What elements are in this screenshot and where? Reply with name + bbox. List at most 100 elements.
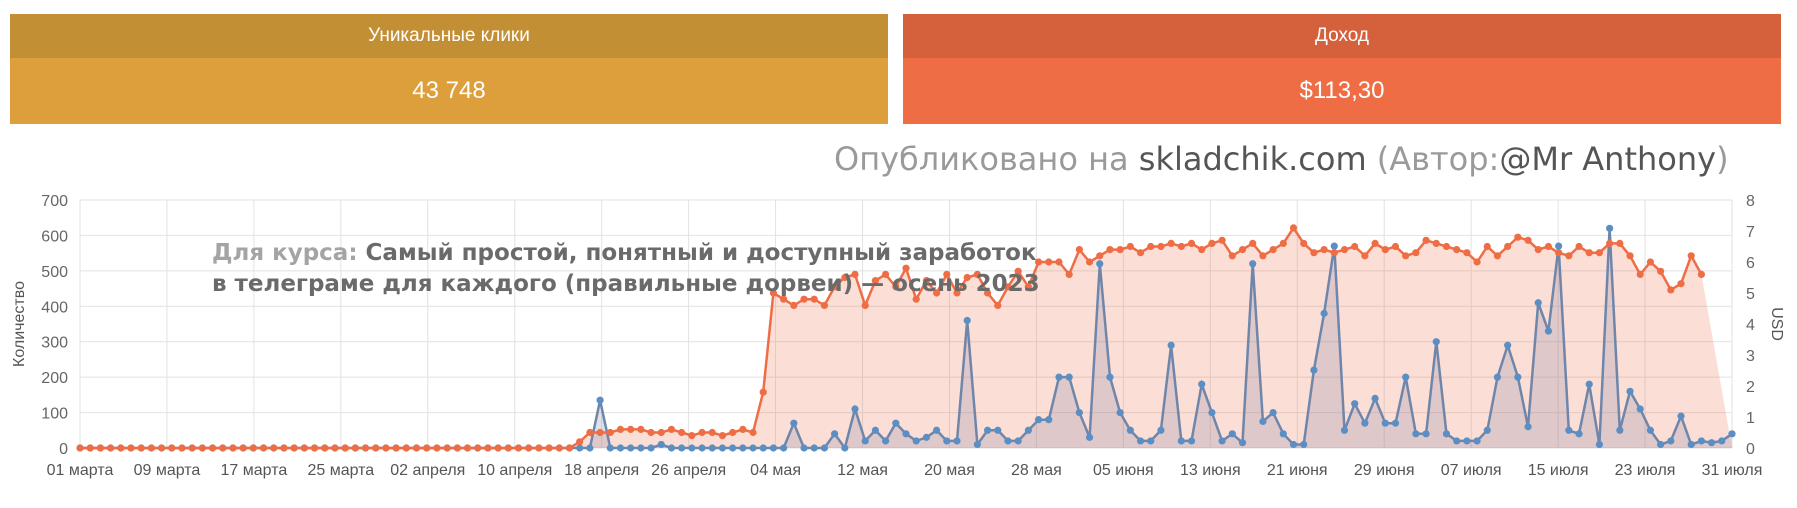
income-point bbox=[331, 444, 339, 452]
income-point bbox=[157, 444, 166, 452]
income-point bbox=[188, 444, 196, 452]
income-point bbox=[1493, 252, 1502, 260]
course-prefix: Для курса: bbox=[212, 240, 358, 266]
y-right-tick-label: 0 bbox=[1746, 441, 1755, 458]
income-point bbox=[1075, 246, 1083, 254]
clicks-point bbox=[1065, 373, 1073, 381]
income-point bbox=[1157, 242, 1165, 251]
income-point bbox=[1096, 252, 1104, 260]
income-point bbox=[1595, 249, 1604, 257]
income-point bbox=[1249, 239, 1257, 247]
income-point bbox=[576, 438, 584, 446]
clicks-point bbox=[698, 444, 706, 452]
clicks-point bbox=[1442, 430, 1451, 438]
y-left-tick-label: 700 bbox=[41, 193, 68, 210]
clicks-point bbox=[1096, 260, 1104, 268]
income-point bbox=[1116, 246, 1124, 254]
clicks-point bbox=[1340, 426, 1349, 434]
income-point bbox=[596, 428, 604, 437]
income-point bbox=[361, 444, 370, 452]
income-point bbox=[96, 444, 104, 452]
clicks-point bbox=[973, 440, 981, 449]
clicks-point bbox=[902, 430, 910, 438]
income-point bbox=[1636, 270, 1644, 278]
income-point bbox=[678, 428, 686, 437]
x-tick-label: 02 апреля bbox=[390, 462, 465, 479]
income-point bbox=[627, 425, 635, 433]
income-point bbox=[729, 428, 737, 437]
clicks-point bbox=[1412, 430, 1420, 438]
income-point bbox=[749, 428, 757, 437]
clicks-point bbox=[851, 405, 859, 413]
income-point bbox=[463, 444, 472, 452]
y-right-tick-label: 4 bbox=[1746, 317, 1755, 334]
clicks-point bbox=[1330, 242, 1338, 250]
clicks-point bbox=[1157, 426, 1165, 434]
income-point bbox=[76, 444, 84, 452]
clicks-point bbox=[932, 426, 941, 434]
clicks-point bbox=[1279, 430, 1287, 438]
clicks-point bbox=[627, 444, 635, 452]
published-site: skladchik.com bbox=[1138, 140, 1367, 178]
income-point bbox=[474, 444, 482, 452]
income-point bbox=[769, 289, 778, 297]
income-area bbox=[80, 227, 1732, 448]
income-point bbox=[168, 444, 176, 452]
y-right-tick-label: 8 bbox=[1746, 193, 1755, 210]
income-point bbox=[1524, 236, 1532, 244]
clicks-point bbox=[657, 440, 665, 449]
clicks-point bbox=[718, 444, 727, 452]
income-point bbox=[1259, 252, 1267, 260]
y-right-tick-label: 1 bbox=[1746, 410, 1755, 427]
x-tick-label: 20 мая bbox=[924, 462, 975, 479]
income-point bbox=[963, 273, 971, 282]
income-point bbox=[718, 432, 727, 440]
income-point bbox=[321, 444, 329, 452]
clicks-point bbox=[739, 444, 747, 452]
income-point bbox=[259, 444, 268, 452]
clicks-point bbox=[1504, 341, 1512, 349]
income-point bbox=[1300, 239, 1308, 247]
clicks-point bbox=[800, 444, 808, 452]
income-point bbox=[1320, 246, 1328, 254]
income-point bbox=[882, 270, 890, 278]
income-point bbox=[494, 444, 502, 452]
clicks-point bbox=[1534, 299, 1542, 307]
clicks-point bbox=[1718, 437, 1726, 445]
income-point bbox=[1381, 246, 1389, 254]
clicks-point bbox=[688, 444, 696, 452]
income-point bbox=[443, 444, 451, 452]
income-point bbox=[606, 428, 614, 437]
income-point bbox=[1391, 242, 1400, 251]
income-point bbox=[1412, 249, 1420, 257]
clicks-point bbox=[1524, 423, 1532, 431]
income-point bbox=[1657, 267, 1665, 275]
income-point bbox=[616, 425, 625, 433]
y-right-tick-label: 2 bbox=[1746, 379, 1755, 396]
unique-clicks-label: Уникальные клики bbox=[10, 14, 888, 58]
clicks-point bbox=[1657, 440, 1665, 449]
income-point bbox=[831, 283, 839, 291]
x-tick-label: 17 марта bbox=[221, 462, 288, 479]
x-tick-label: 31 июля bbox=[1702, 462, 1763, 479]
income-point bbox=[514, 444, 523, 452]
income-point bbox=[1677, 280, 1685, 288]
clicks-point bbox=[780, 444, 788, 452]
income-point bbox=[790, 301, 798, 309]
clicks-point bbox=[1300, 440, 1308, 449]
clicks-point bbox=[922, 433, 930, 441]
income-point bbox=[484, 444, 492, 452]
income-point bbox=[219, 444, 227, 452]
clicks-point bbox=[708, 444, 716, 452]
income-point bbox=[698, 428, 706, 437]
clicks-point bbox=[1422, 430, 1430, 438]
income-point bbox=[667, 425, 676, 433]
x-tick-label: 12 мая bbox=[837, 462, 888, 479]
clicks-point bbox=[1106, 373, 1114, 381]
clicks-point bbox=[1289, 440, 1298, 449]
published-prefix: Опубликовано на bbox=[834, 140, 1129, 178]
income-point bbox=[1432, 239, 1440, 247]
clicks-point bbox=[871, 426, 880, 434]
income-point bbox=[1045, 258, 1053, 266]
income-point bbox=[871, 277, 880, 285]
